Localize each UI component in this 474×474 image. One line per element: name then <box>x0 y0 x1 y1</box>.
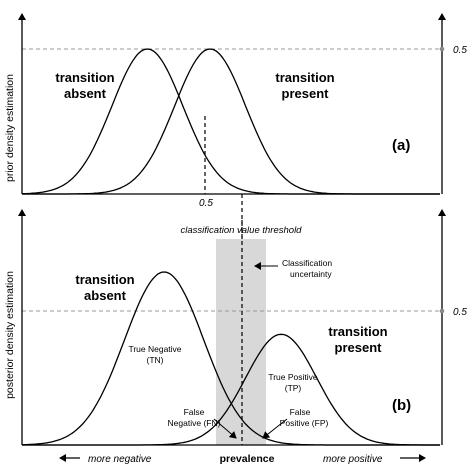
panel-b-right-axis-value: 0.5 <box>453 307 467 318</box>
more-negative-label: more negative <box>88 454 152 465</box>
panel-b-right-axis-tick <box>439 308 445 314</box>
threshold-label: classification value threshold <box>181 225 303 236</box>
panel-b-tag: (b) <box>392 397 411 414</box>
panel-a-right-axis-value: 0.5 <box>453 45 467 56</box>
panel-a-label-absent-2: absent <box>64 86 107 101</box>
false-positive-label-2: Positive (FP) <box>280 418 329 428</box>
panel-a-label-present-1: transition <box>275 70 334 85</box>
false-positive-label-1: False <box>290 407 311 417</box>
panel-a-right-axis-tick <box>439 46 445 52</box>
prevalence-label: prevalence <box>220 453 275 465</box>
panel-b-label-present-2: present <box>335 340 383 355</box>
panel-a-tag: (a) <box>392 137 410 154</box>
false-positive-arrow <box>262 418 288 439</box>
false-negative-arrow <box>213 418 237 439</box>
panel-b-label-present-1: transition <box>328 324 387 339</box>
false-negative-label-2: Negative (FN) <box>168 418 221 428</box>
panel-a-x-value: 0.5 <box>199 198 213 209</box>
panel-a-label-present-2: present <box>282 86 330 101</box>
true-positive-label-2: (TP) <box>285 383 302 393</box>
classification-uncertainty-band <box>216 239 266 445</box>
panel-a: 0.5 0.5 prior density estimation transit… <box>4 13 467 209</box>
panel-b-label-absent-1: transition <box>75 272 134 287</box>
panel-a-y-label: prior density estimation <box>4 74 16 182</box>
panel-b: 0.5 posterior density estimation classif… <box>4 209 467 446</box>
panel-a-label-absent-1: transition <box>55 70 114 85</box>
panel-b-label-absent-2: absent <box>84 288 127 303</box>
more-positive-label: more positive <box>323 454 383 465</box>
true-negative-label-2: (TN) <box>147 355 164 365</box>
panel-b-y-label: posterior density estimation <box>4 271 16 399</box>
true-negative-label-1: True Negative <box>128 344 181 354</box>
false-negative-label-1: False <box>184 407 205 417</box>
uncertainty-label-1: Classification <box>282 258 332 268</box>
bottom-axis: more negative prevalence more positive <box>59 453 426 465</box>
uncertainty-label-2: uncertainty <box>290 269 332 279</box>
true-positive-label-1: True Positive <box>268 372 318 382</box>
